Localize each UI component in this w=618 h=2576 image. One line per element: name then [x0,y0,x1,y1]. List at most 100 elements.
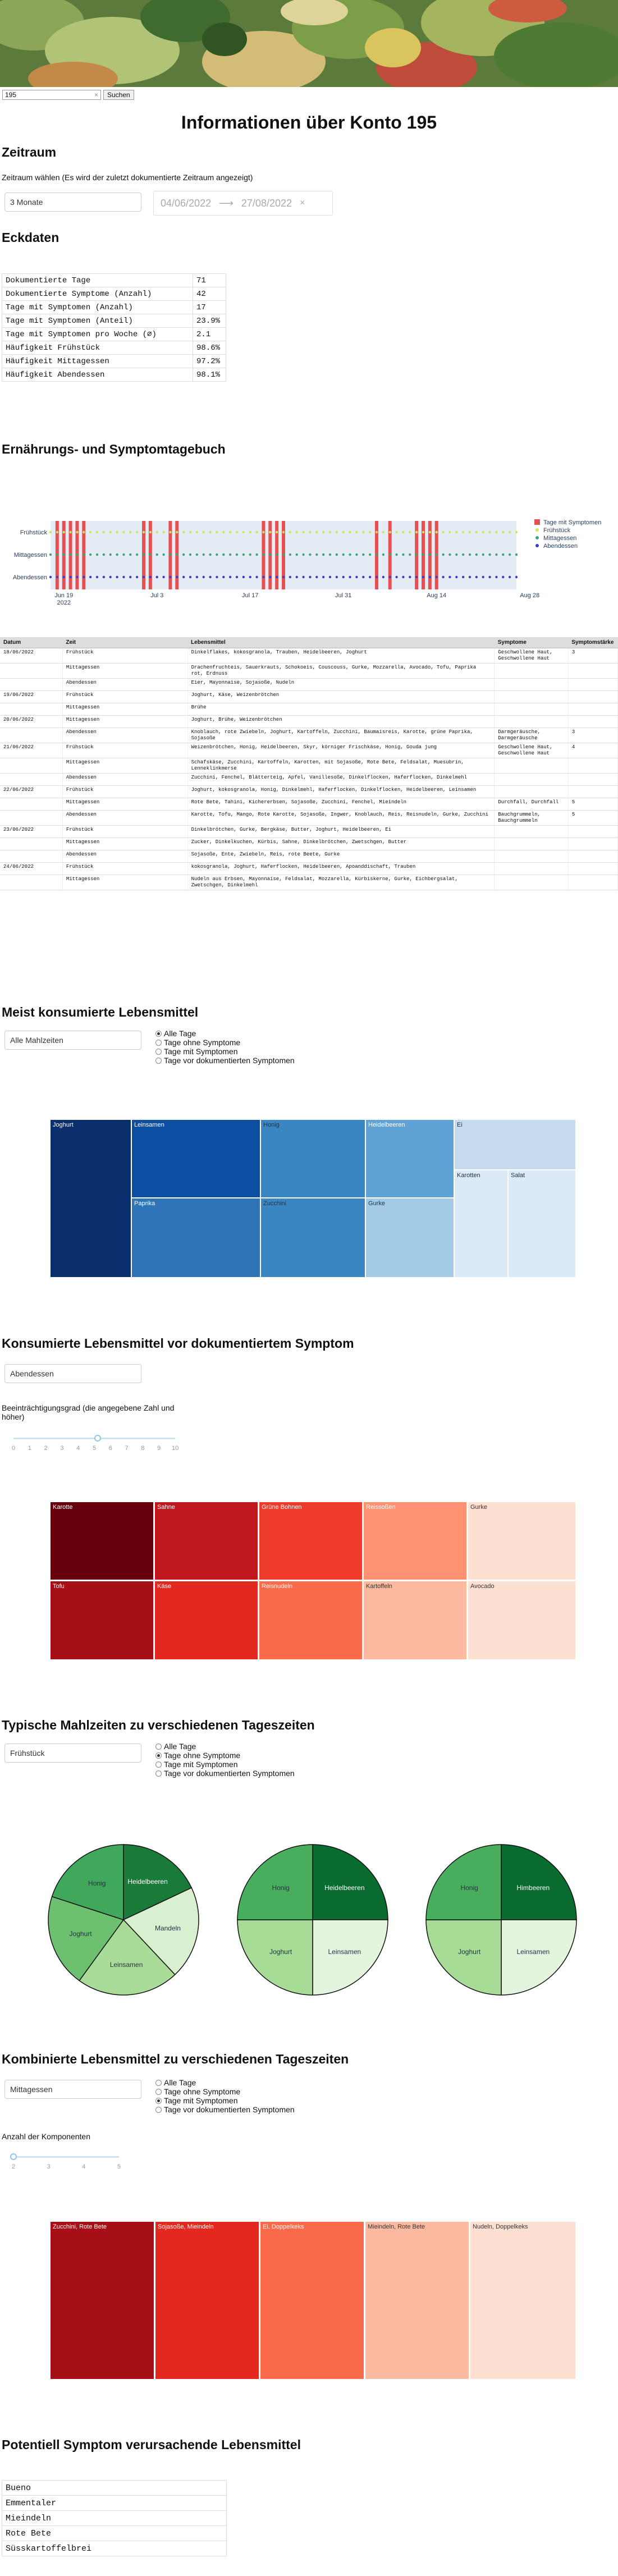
meal-point [362,575,365,579]
kombi-day-filter[interactable]: Alle Tage Tage ohne Symptome Tage mit Symp… [155,2078,295,2114]
pie-slice[interactable] [122,1887,199,1975]
treemap-tile[interactable]: Sahne [155,1502,258,1580]
radio-button[interactable] [155,1030,162,1037]
pie-slice[interactable] [501,1844,577,1920]
radio-button[interactable] [155,1743,162,1750]
pie-slice[interactable] [501,1919,577,1996]
vor-meal-select[interactable]: Abendessen [4,1364,141,1383]
account-search-input[interactable]: 195 × [2,90,101,100]
radio-button[interactable] [155,1048,162,1055]
legend-label[interactable]: Frühstück [543,527,571,534]
radio-option[interactable]: Tage vor dokumentierten Symptomen [155,1769,295,1778]
radio-button[interactable] [155,2106,162,2113]
pie-slice[interactable] [123,1844,193,1921]
typisch-meal-select[interactable]: Frühstück [4,1744,141,1763]
pie-slice[interactable] [79,1919,176,1996]
treemap-tile[interactable]: Salat [509,1170,575,1277]
treemap-tile[interactable]: Paprika [132,1198,260,1277]
pie-slice[interactable] [237,1844,313,1920]
radio-option[interactable]: Tage vor dokumentierten Symptomen [155,1056,295,1065]
pie-slice[interactable] [51,1844,124,1921]
typisch-day-filter[interactable]: Alle Tage Tage ohne Symptome Tage mit Symp… [155,1742,295,1778]
treemap-tile[interactable]: Heidelbeeren [366,1120,454,1197]
clear-date-icon[interactable]: × [300,198,305,208]
treemap-tile[interactable]: Sojasoße, Mieindeln [155,2222,259,2379]
meal-point [328,530,332,534]
diary-cell [568,838,618,850]
treemap-tile[interactable]: Mieindeln, Rote Bete [365,2222,469,2379]
pie-slice[interactable] [237,1919,313,1996]
severity-slider[interactable]: 0 1 2 3 4 5 6 7 8 9 10 [10,1435,178,1452]
date-end[interactable]: 27/08/2022 [241,197,292,209]
search-button[interactable]: Suchen [103,90,134,100]
radio-option[interactable]: Alle Tage [155,2078,295,2087]
pie-slice[interactable] [312,1844,388,1920]
treemap-tile[interactable]: Karotte [51,1502,153,1580]
treemap-tile[interactable]: Tofu [51,1581,153,1659]
meal-point [242,553,245,556]
meal-point [155,553,158,556]
meal-point [448,575,451,579]
legend-label[interactable]: Tage mit Symptomen [543,519,601,526]
radio-button[interactable] [155,2097,162,2104]
diary-cell: Joghurt, kokosgranola, Honig, Dinkelmehl… [187,785,495,798]
pie-slice[interactable] [425,1844,502,1920]
legend-label[interactable]: Mittagessen [543,535,576,542]
zeitraum-select[interactable]: 3 Monate [4,193,141,212]
pie-slice[interactable] [312,1919,388,1996]
diary-cell [494,862,569,875]
radio-button[interactable] [155,2088,162,2095]
components-slider[interactable]: 2 3 4 5 [10,2153,122,2170]
radio-option[interactable]: Alle Tage [155,1742,295,1751]
treemap-tile[interactable]: Ei, Doppelkeks [260,2222,364,2379]
legend-swatch [535,536,539,539]
radio-button[interactable] [155,1770,162,1777]
treemap-tile[interactable]: Avocado [468,1581,575,1659]
diary-cell [494,785,569,798]
radio-option[interactable]: Tage mit Symptomen [155,1047,295,1056]
treemap-tile[interactable]: Reisnudeln [259,1581,362,1659]
slider-tick: 8 [141,1445,145,1452]
meal-point [442,575,445,579]
diary-cell [0,703,63,716]
date-start[interactable]: 04/06/2022 [161,197,212,209]
radio-button[interactable] [155,1039,162,1046]
radio-button[interactable] [155,2079,162,2086]
radio-button[interactable] [155,1057,162,1064]
pie-slice[interactable] [425,1919,502,1996]
treemap-tile[interactable]: Zucchini, Rote Bete [51,2222,154,2379]
radio-option[interactable]: Tage ohne Symptome [155,1751,295,1760]
radio-option[interactable]: Tage ohne Symptome [155,2087,295,2096]
radio-button[interactable] [155,1761,162,1768]
radio-option[interactable]: Tage mit Symptomen [155,1760,295,1769]
legend-label[interactable]: Abendessen [543,543,578,550]
treemap-tile[interactable]: Leinsamen [132,1120,260,1197]
date-range-picker[interactable]: 04/06/2022 ⟶ 27/08/2022 × [153,191,333,216]
meal-point [76,530,79,534]
radio-button[interactable] [155,1752,162,1759]
treemap-tile[interactable]: Kartoffeln [364,1581,466,1659]
treemap-tile[interactable]: Nudeln, Doppelkeks [470,2222,575,2379]
treemap-tile[interactable]: Ei [455,1120,575,1169]
radio-option[interactable]: Tage ohne Symptome [155,1038,295,1047]
slider-handle[interactable] [10,2153,17,2160]
treemap-tile[interactable]: Gurke [366,1198,454,1277]
radio-option[interactable]: Tage vor dokumentierten Symptomen [155,2105,295,2114]
radio-option[interactable]: Alle Tage [155,1029,295,1038]
treemap-tile[interactable]: Joghurt [51,1120,131,1277]
kombi-meal-select[interactable]: Mittagessen [4,2080,141,2099]
meal-select[interactable]: Alle Mahlzeiten [4,1031,141,1050]
clear-search-icon[interactable]: × [94,91,98,99]
treemap-tile[interactable]: Honig [261,1120,365,1197]
eckdaten-value: 71 [193,273,226,287]
treemap-tile[interactable]: Karotten [455,1170,507,1277]
treemap-tile[interactable]: Gurke [468,1502,575,1580]
treemap-tile[interactable]: Grüne Bohnen [259,1502,362,1580]
slider-handle[interactable] [94,1435,101,1442]
treemap-tile[interactable]: Zucchini [261,1198,365,1277]
treemap-tile[interactable]: Reissoßen [364,1502,466,1580]
radio-option[interactable]: Tage mit Symptomen [155,2096,295,2105]
meist-day-filter[interactable]: Alle Tage Tage ohne Symptome Tage mit Symp… [155,1029,295,1065]
pie-slice[interactable] [48,1896,125,1982]
treemap-tile[interactable]: Käse [155,1581,258,1659]
